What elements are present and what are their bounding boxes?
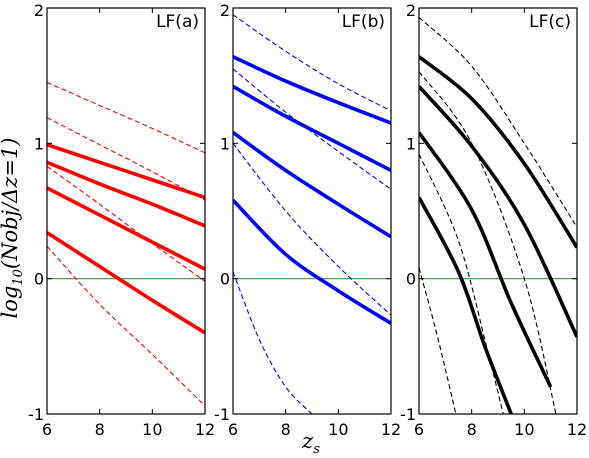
x-axis-label: zs: [301, 429, 320, 457]
solid-series-line-2: [47, 160, 205, 228]
y-tick-label: 1: [34, 134, 44, 153]
dashed-series-line-4: [419, 267, 457, 414]
panel-title: LF(c): [529, 12, 571, 32]
solid-series-line-1: [47, 142, 205, 200]
curves: [47, 81, 205, 407]
plot-frame: [232, 7, 392, 415]
solid-series-line-1: [419, 55, 577, 249]
y-tick-label: 1: [406, 134, 416, 153]
curves: [419, 17, 577, 414]
x-tick-label: 10: [514, 420, 534, 439]
solid-series-line-4: [419, 196, 513, 414]
y-tick-label: -1: [400, 405, 416, 424]
y-tick-label: -1: [28, 405, 44, 424]
panel-title: LF(b): [342, 12, 385, 32]
plot-frame: [46, 7, 206, 415]
x-tick-label: 6: [228, 420, 238, 439]
solid-series-line-4: [47, 231, 205, 335]
y-tick-label: 0: [220, 270, 230, 289]
y-tick-label: 2: [406, 1, 416, 20]
x-tick-label: 12: [195, 420, 215, 439]
solid-series-line-3: [419, 131, 553, 388]
dashed-series-line-2: [233, 68, 391, 190]
solid-series-line-1: [233, 55, 391, 125]
y-tick-label: -1: [214, 405, 230, 424]
x-tick-label: 12: [381, 420, 401, 439]
x-tick-label: 8: [95, 420, 105, 439]
plot-frame: [418, 7, 578, 415]
dashed-series-line-3: [233, 142, 391, 316]
dashed-series-line-1: [419, 17, 577, 228]
x-tick-label: 8: [467, 420, 477, 439]
x-tick-label: 10: [328, 420, 348, 439]
solid-series-line-3: [233, 131, 391, 239]
y-axis-label: log10(Nobj/Δz=1): [0, 138, 26, 319]
dashed-series-line-4: [47, 245, 205, 407]
y-tick-label: 2: [220, 1, 230, 20]
solid-series-line-2: [419, 85, 577, 338]
x-tick-label: 6: [414, 420, 424, 439]
dashed-series-line-1: [47, 81, 205, 154]
dashed-series-line-3: [47, 165, 205, 282]
solid-series-line-4: [233, 198, 391, 325]
y-tick-label: 1: [220, 134, 230, 153]
dashed-series-line-2: [419, 71, 557, 414]
panel-title: LF(a): [156, 12, 199, 32]
solid-series-line-3: [47, 186, 205, 271]
dashed-series-line-1: [233, 14, 391, 112]
y-tick-label: 0: [34, 270, 44, 289]
x-tick-label: 10: [142, 420, 162, 439]
solid-series-line-2: [233, 84, 391, 173]
dashed-series-line-3: [419, 153, 504, 414]
x-tick-label: 12: [567, 420, 587, 439]
dashed-series-line-4: [233, 271, 313, 414]
dashed-series-line-2: [47, 117, 205, 201]
x-tick-label: 6: [42, 420, 52, 439]
y-tick-label: 0: [406, 270, 416, 289]
x-tick-label: 8: [281, 420, 291, 439]
y-tick-label: 2: [34, 1, 44, 20]
curves: [233, 14, 391, 414]
y-axis-label-group: log10(Nobj/Δz=1): [0, 138, 26, 319]
